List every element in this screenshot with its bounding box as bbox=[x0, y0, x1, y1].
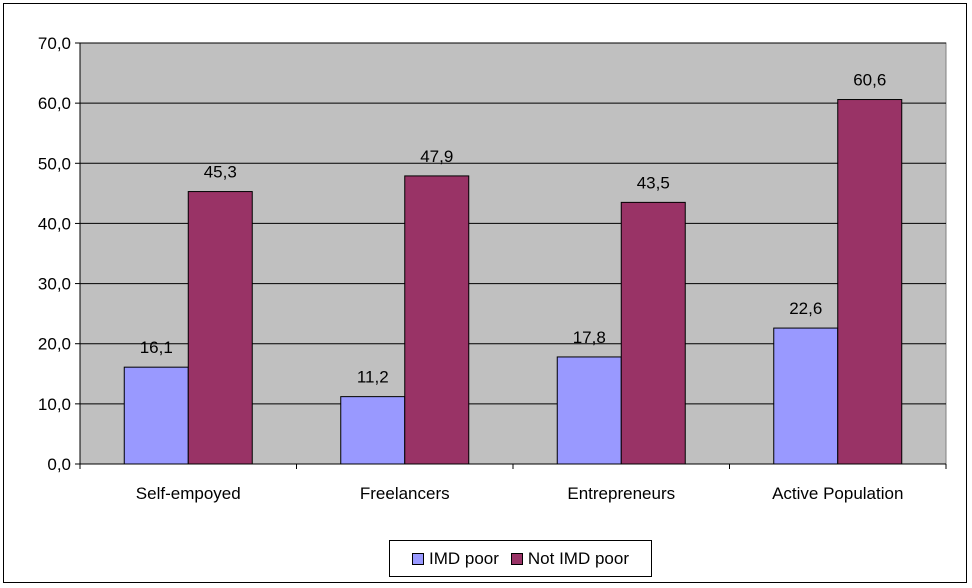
y-tick-label: 30,0 bbox=[38, 275, 71, 294]
y-tick-label: 60,0 bbox=[38, 94, 71, 113]
bar-not-imd-poor bbox=[837, 99, 903, 465]
data-label: 43,5 bbox=[637, 173, 670, 192]
legend: IMD poor Not IMD poor bbox=[389, 540, 652, 577]
x-tick-label: Active Population bbox=[772, 484, 903, 503]
data-label: 45,3 bbox=[204, 163, 237, 182]
data-label: 47,9 bbox=[420, 147, 453, 166]
x-tick-label: Self-empoyed bbox=[136, 484, 241, 503]
legend-item-imd-poor: IMD poor bbox=[411, 548, 499, 569]
legend-swatch-imd-poor bbox=[411, 552, 424, 565]
data-label: 22,6 bbox=[789, 299, 822, 318]
y-tick-label: 0,0 bbox=[47, 455, 71, 474]
bar-imd-poor bbox=[340, 396, 406, 465]
bar-imd-poor bbox=[556, 356, 622, 465]
data-label: 11,2 bbox=[357, 368, 389, 387]
bar-not-imd-poor bbox=[187, 191, 253, 465]
data-label: 60,6 bbox=[853, 71, 886, 90]
legend-swatch-not-imd-poor bbox=[510, 552, 523, 565]
chart-frame: 0,0 10,0 20,0 30,0 40,0 50,0 60,0 70,0 16,1 45,3 S… bbox=[3, 3, 967, 583]
y-tick-label: 20,0 bbox=[38, 335, 71, 354]
bar-imd-poor bbox=[773, 327, 839, 465]
legend-label-not-imd-poor: Not IMD poor bbox=[527, 548, 629, 568]
y-tick-label: 40,0 bbox=[38, 214, 71, 233]
data-label: 17,8 bbox=[573, 328, 606, 347]
bar-not-imd-poor bbox=[404, 175, 470, 465]
x-tick-label: Freelancers bbox=[360, 484, 450, 503]
bar-chart: 0,0 10,0 20,0 30,0 40,0 50,0 60,0 70,0 16,1 45,3 S… bbox=[38, 34, 947, 503]
y-tick-label: 70,0 bbox=[38, 34, 71, 53]
bar-not-imd-poor bbox=[620, 201, 686, 465]
data-label: 16,1 bbox=[140, 338, 173, 357]
bar-imd-poor bbox=[123, 366, 189, 465]
legend-label-imd-poor: IMD poor bbox=[428, 548, 499, 568]
y-tick-label: 50,0 bbox=[38, 154, 71, 173]
y-tick-label: 10,0 bbox=[38, 395, 71, 414]
x-tick-label: Entrepreneurs bbox=[567, 484, 675, 503]
legend-item-not-imd-poor: Not IMD poor bbox=[510, 548, 629, 569]
